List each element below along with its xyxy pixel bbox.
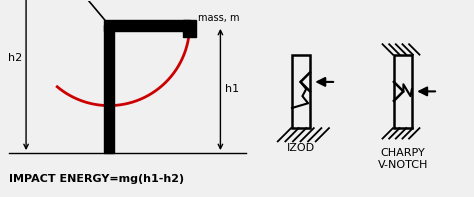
Text: CHARPY
V-NOTCH: CHARPY V-NOTCH (378, 148, 428, 170)
Bar (183, 20, 196, 37)
Text: h2: h2 (8, 53, 22, 63)
Text: mass, m: mass, m (198, 13, 240, 23)
Bar (292, 55, 310, 128)
Text: h1: h1 (225, 85, 239, 95)
Bar (104, 25, 114, 153)
Bar (104, 20, 190, 31)
Text: IZOD: IZOD (287, 143, 315, 153)
Bar (394, 55, 412, 128)
Text: IMPACT ENERGY=mg(h1-h2): IMPACT ENERGY=mg(h1-h2) (9, 174, 184, 184)
